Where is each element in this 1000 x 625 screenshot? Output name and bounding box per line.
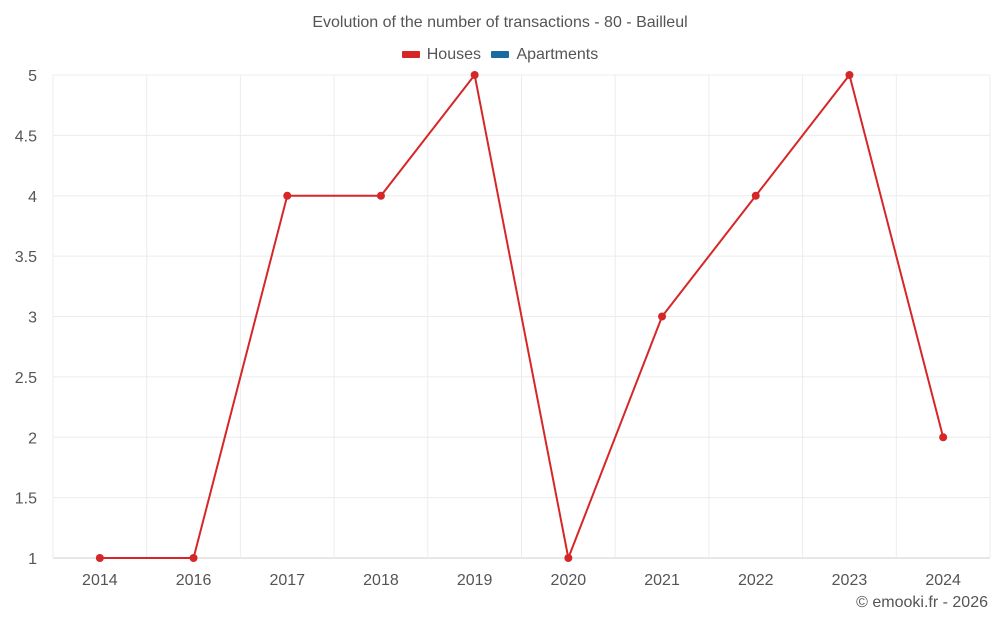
legend-label-houses: Houses [426, 45, 481, 63]
x-tick-label: 2022 [738, 572, 774, 589]
data-point-houses [939, 433, 948, 442]
data-point-houses [283, 191, 292, 200]
y-tick-label: 2.5 [15, 370, 37, 387]
x-tick-label: 2020 [551, 572, 587, 589]
y-tick-label: 1.5 [15, 491, 37, 508]
legend-label-apartments: Apartments [516, 45, 599, 63]
legend-swatch-houses [401, 51, 420, 58]
series-layer [95, 71, 948, 562]
x-tick-label: 2016 [176, 572, 212, 589]
legend-swatch-apartments [491, 51, 510, 58]
data-point-houses [189, 554, 198, 562]
legend-item-apartments[interactable]: Apartments [491, 46, 598, 64]
x-tick-label: 2021 [644, 572, 680, 589]
data-point-houses [95, 554, 104, 562]
data-point-houses [751, 191, 760, 200]
y-axis: 1 1.5 2 2.5 3 3.5 4 4.5 5 [15, 68, 37, 568]
y-tick-label: 4 [28, 189, 37, 206]
x-tick-label: 2017 [269, 572, 305, 589]
data-point-houses [658, 312, 667, 321]
y-tick-label: 3 [28, 310, 37, 327]
data-point-houses [564, 554, 573, 562]
x-axis: 2014 2016 2017 2018 2019 2020 2021 2022 2023 2024 [82, 572, 961, 589]
data-point-houses [845, 71, 854, 79]
y-tick-label: 2 [28, 430, 37, 447]
x-tick-label: 2023 [832, 572, 868, 589]
series-line-houses [99, 74, 945, 559]
x-tick-label: 2018 [363, 572, 399, 589]
legend-item-houses[interactable]: Houses [401, 45, 481, 64]
credit-text: © emooki.fr - 2026 [856, 594, 988, 611]
chart-title: Evolution of the number of transactions … [312, 14, 688, 31]
y-tick-label: 4.5 [15, 128, 37, 145]
x-tick-label: 2019 [457, 572, 493, 589]
data-point-houses [470, 71, 479, 79]
x-tick-label: 2014 [82, 572, 118, 589]
chart-legend: Houses Apartments [0, 45, 1000, 64]
y-tick-label: 1 [28, 551, 37, 568]
y-tick-label: 3.5 [15, 249, 37, 266]
data-point-houses [376, 191, 385, 200]
x-tick-label: 2024 [925, 572, 961, 589]
y-tick-label: 5 [28, 68, 37, 85]
